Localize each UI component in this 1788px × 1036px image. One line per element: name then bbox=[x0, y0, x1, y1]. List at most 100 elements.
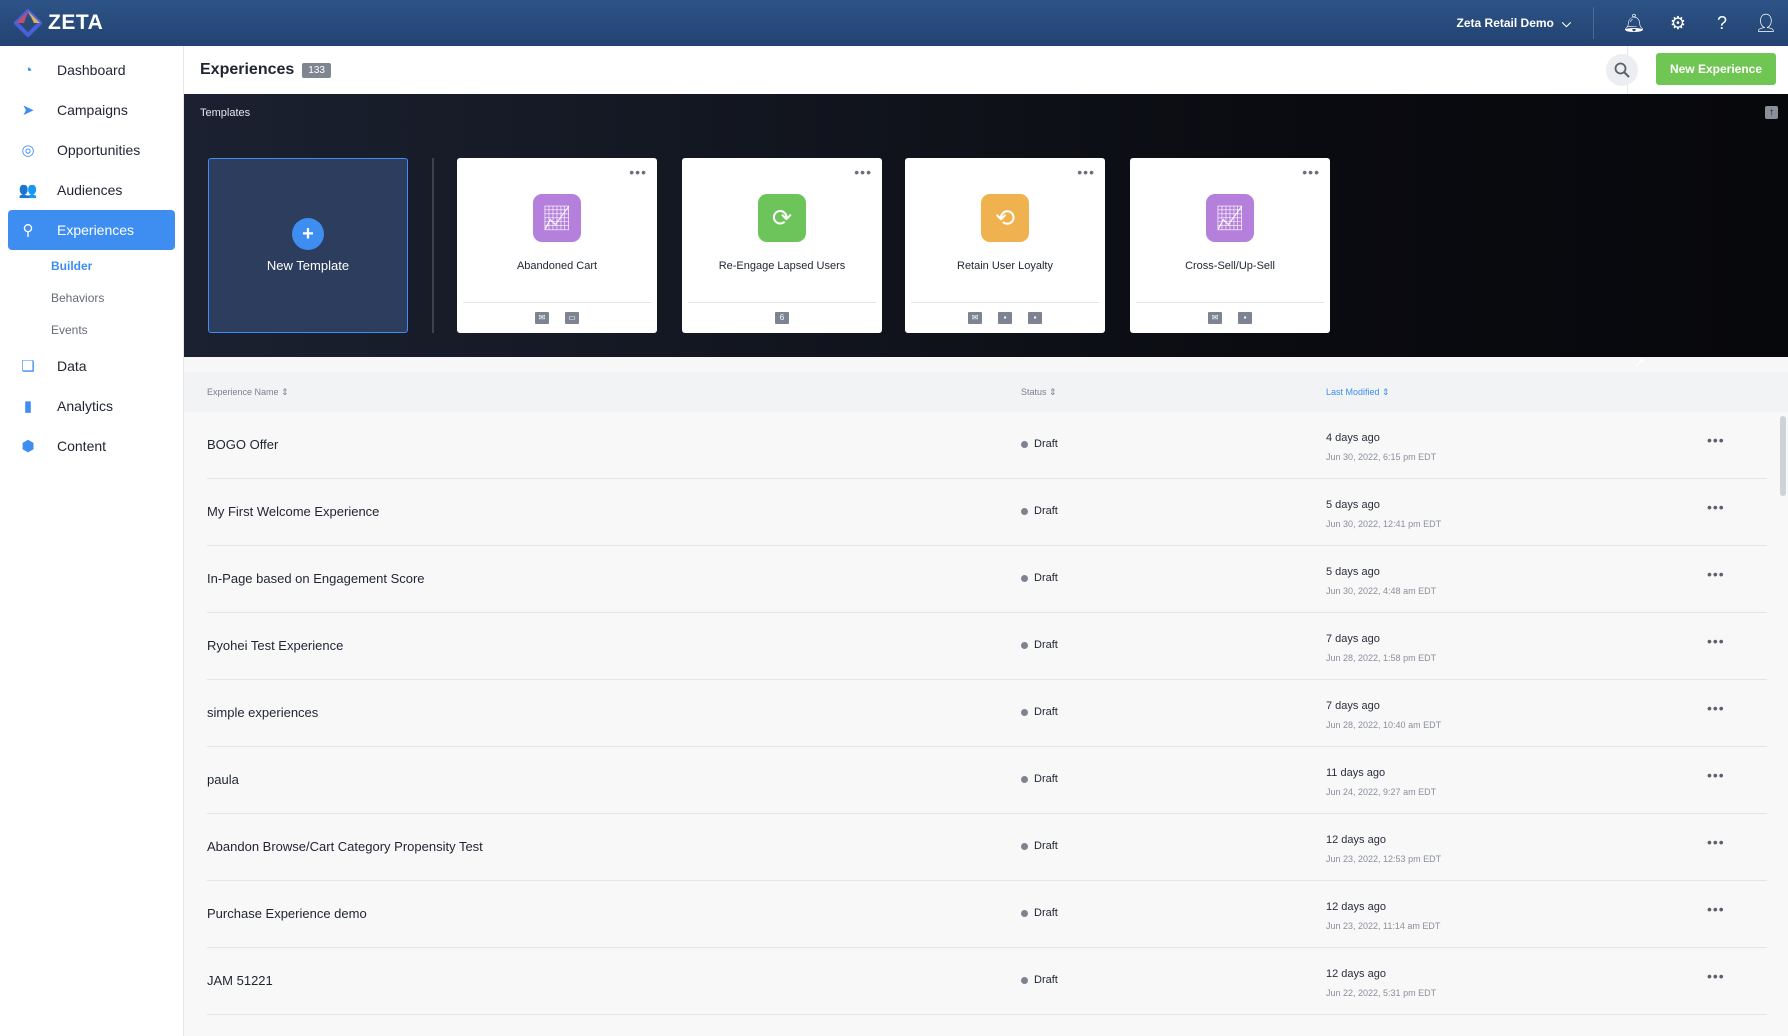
column-last-modified[interactable]: Last Modified ⇕ bbox=[1326, 387, 1390, 398]
status-badge: Draft bbox=[1021, 438, 1058, 450]
status-badge: Draft bbox=[1021, 773, 1058, 785]
template-card[interactable]: ••• ⟳ Re-Engage Lapsed Users 6 bbox=[682, 158, 882, 333]
experience-name[interactable]: JAM 51221 bbox=[207, 973, 273, 988]
users-icon: 👥 bbox=[18, 182, 38, 199]
status-label: Draft bbox=[1034, 639, 1058, 651]
more-options-icon[interactable]: ••• bbox=[1707, 566, 1725, 582]
experience-name[interactable]: My First Welcome Experience bbox=[207, 504, 380, 519]
table-row[interactable]: Purchase Experience demo Draft 12 days ago… bbox=[207, 881, 1767, 948]
table-row[interactable]: My First Welcome Experience Draft 5 days a… bbox=[207, 479, 1767, 546]
sidebar-subitem-events[interactable]: Events bbox=[51, 323, 88, 337]
more-options-icon[interactable]: ••• bbox=[1707, 432, 1725, 448]
target-icon: ◎ bbox=[21, 142, 35, 159]
zeta-logo[interactable]: ZETA bbox=[14, 9, 103, 37]
status-badge: Draft bbox=[1021, 974, 1058, 986]
email-icon: ✉ bbox=[1208, 312, 1222, 324]
status-badge: Draft bbox=[1021, 505, 1058, 517]
sidebar-item-campaigns[interactable]: ➤ Campaigns bbox=[8, 90, 175, 130]
status-dot-icon bbox=[1021, 909, 1028, 917]
column-status[interactable]: Status ⇕ bbox=[1021, 387, 1057, 398]
account-name: Zeta Retail Demo bbox=[1456, 16, 1554, 30]
sidebar-item-analytics[interactable]: ▮ Analytics bbox=[8, 386, 175, 426]
more-options-icon[interactable]: ••• bbox=[1707, 968, 1725, 984]
column-experience-name[interactable]: Experience Name ⇕ bbox=[207, 387, 289, 398]
more-options-icon[interactable]: ••• bbox=[1707, 767, 1725, 783]
status-label: Draft bbox=[1034, 706, 1058, 718]
hierarchy-icon: ⚲ bbox=[22, 222, 34, 239]
status-dot-icon bbox=[1021, 574, 1028, 582]
table-row[interactable]: In-Page based on Engagement Score Draft 5 … bbox=[207, 546, 1767, 613]
last-modified-relative: 7 days ago bbox=[1326, 700, 1380, 712]
more-options-icon[interactable]: ••• bbox=[1707, 901, 1725, 917]
more-options-icon[interactable]: ••• bbox=[629, 164, 647, 180]
search-icon bbox=[1614, 62, 1630, 78]
account-switcher[interactable]: Zeta Retail Demo ⌵ bbox=[1457, 16, 1571, 31]
table-row[interactable]: Abandon Browse/Cart Category Propensity … bbox=[207, 814, 1767, 881]
last-modified-relative: 5 days ago bbox=[1326, 566, 1380, 578]
last-modified-relative: 11 days ago bbox=[1326, 767, 1386, 779]
experience-name[interactable]: Ryohei Test Experience bbox=[207, 638, 344, 653]
status-label: Draft bbox=[1034, 773, 1058, 785]
email-icon: ✉ bbox=[968, 312, 982, 324]
last-modified-date: Jun 28, 2022, 10:40 am EDT bbox=[1326, 720, 1442, 730]
more-options-icon[interactable]: ••• bbox=[1302, 164, 1320, 180]
more-options-icon[interactable]: ••• bbox=[1707, 633, 1725, 649]
table-row[interactable]: BOGO Offer Draft 4 days ago Jun 30, 2022, 6… bbox=[207, 412, 1767, 479]
status-label: Draft bbox=[1034, 572, 1058, 584]
more-options-icon[interactable]: ••• bbox=[854, 164, 872, 180]
column-label: Last Modified bbox=[1326, 386, 1380, 397]
last-modified-date: Jun 23, 2022, 11:14 am EDT bbox=[1326, 921, 1441, 931]
table-row[interactable]: Ryohei Test Experience Draft 7 days ago Jun… bbox=[207, 613, 1767, 680]
more-options-icon[interactable]: ••• bbox=[1077, 164, 1095, 180]
sidebar-item-data[interactable]: ❏ Data bbox=[8, 346, 175, 386]
user-icon[interactable]: 👤︎ bbox=[1754, 12, 1778, 33]
experience-name[interactable]: Abandon Browse/Cart Category Propensity … bbox=[207, 839, 483, 854]
table-row[interactable]: JAM 51221 Draft 12 days ago Jun 22, 2022, 5… bbox=[207, 948, 1767, 1015]
experiences-table: Experience Name ⇕ Status ⇕ Last Modified… bbox=[184, 372, 1788, 1036]
template-card[interactable]: ••• 📈︎ Cross-Sell/Up-Sell ✉ ▪ bbox=[1130, 158, 1330, 333]
experience-name[interactable]: Purchase Experience demo bbox=[207, 906, 367, 921]
experience-name[interactable]: In-Page based on Engagement Score bbox=[207, 571, 425, 586]
contact-card-icon: ▪ bbox=[1238, 312, 1252, 324]
sidebar-item-label: Content bbox=[57, 438, 107, 454]
sidebar-subitem-builder[interactable]: Builder bbox=[51, 259, 93, 273]
search-button[interactable] bbox=[1606, 54, 1638, 86]
help-icon[interactable]: ? bbox=[1716, 12, 1727, 33]
last-modified-date: Jun 24, 2022, 9:27 am EDT bbox=[1326, 787, 1437, 797]
sidebar-item-audiences[interactable]: 👥 Audiences bbox=[8, 170, 175, 210]
status-badge: Draft bbox=[1021, 840, 1058, 852]
sidebar-item-label: Experiences bbox=[57, 222, 135, 238]
template-name: Re-Engage Lapsed Users bbox=[718, 260, 846, 272]
experience-name[interactable]: BOGO Offer bbox=[207, 437, 279, 452]
brand-name: ZETA bbox=[48, 11, 104, 34]
status-label: Draft bbox=[1034, 505, 1058, 517]
status-label: Draft bbox=[1034, 438, 1058, 450]
sidebar-item-content[interactable]: ⬢ Content bbox=[8, 426, 175, 466]
collapse-icon[interactable]: ↑ bbox=[1765, 106, 1778, 119]
more-options-icon[interactable]: ••• bbox=[1707, 499, 1725, 515]
bell-icon[interactable]: 🔔︎ bbox=[1622, 12, 1646, 33]
new-experience-button[interactable]: New Experience bbox=[1656, 53, 1776, 85]
chat-icon: ▭ bbox=[565, 312, 579, 324]
more-options-icon[interactable]: ••• bbox=[1707, 834, 1725, 850]
sidebar-item-label: Data bbox=[57, 358, 87, 374]
sidebar-item-label: Opportunities bbox=[57, 142, 141, 158]
table-row[interactable]: simple experiences Draft 7 days ago Jun 28,… bbox=[207, 680, 1767, 747]
sidebar-item-opportunities[interactable]: ◎ Opportunities bbox=[8, 130, 175, 170]
table-row[interactable]: paula Draft 11 days ago Jun 24, 2022, 9:27 … bbox=[207, 747, 1767, 814]
last-modified-relative: 7 days ago bbox=[1326, 633, 1380, 645]
sidebar-item-experiences[interactable]: ⚲ Experiences bbox=[8, 210, 175, 250]
more-options-icon[interactable]: ••• bbox=[1707, 700, 1725, 716]
chart-icon: 📈︎ bbox=[1206, 194, 1254, 242]
experience-name[interactable]: simple experiences bbox=[207, 705, 319, 720]
gear-icon[interactable]: ⚙ bbox=[1669, 12, 1687, 33]
experience-name[interactable]: paula bbox=[207, 772, 239, 787]
sidebar-item-dashboard[interactable]: ◔ Dashboard bbox=[8, 50, 175, 90]
sidebar-subitem-behaviors[interactable]: Behaviors bbox=[51, 291, 105, 305]
new-template-card[interactable]: + New Template bbox=[208, 158, 408, 333]
scrollbar[interactable] bbox=[1780, 416, 1786, 496]
user-cycle-icon: ⟲ bbox=[981, 194, 1029, 242]
template-card[interactable]: ••• ⟲ Retain User Loyalty ✉ ▪ ▪ bbox=[905, 158, 1105, 333]
sort-icon: ⇕ bbox=[1382, 386, 1390, 397]
template-card[interactable]: ••• 📈︎ Abandoned Cart ✉ ▭ bbox=[457, 158, 657, 333]
